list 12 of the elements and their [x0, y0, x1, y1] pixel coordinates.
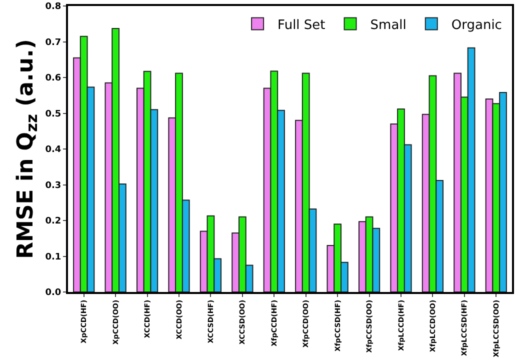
y-tick-label: 0.4: [45, 145, 62, 156]
legend-label: Full Set: [278, 18, 326, 33]
y-tick-label: 0.1: [45, 252, 62, 262]
legend-label: Organic: [451, 18, 502, 33]
legend-label: Small: [370, 18, 406, 33]
y-tick-label: 0.5: [45, 109, 62, 120]
y-tick-label: 0.3: [45, 180, 62, 191]
y-tick-label: 0.2: [45, 216, 62, 227]
y-tick-label: 0.7: [45, 38, 62, 48]
y-tick-label: 0.8: [45, 2, 62, 12]
y-tick-label: 0.6: [45, 74, 62, 84]
y-tick-label: 0.0: [45, 288, 62, 298]
